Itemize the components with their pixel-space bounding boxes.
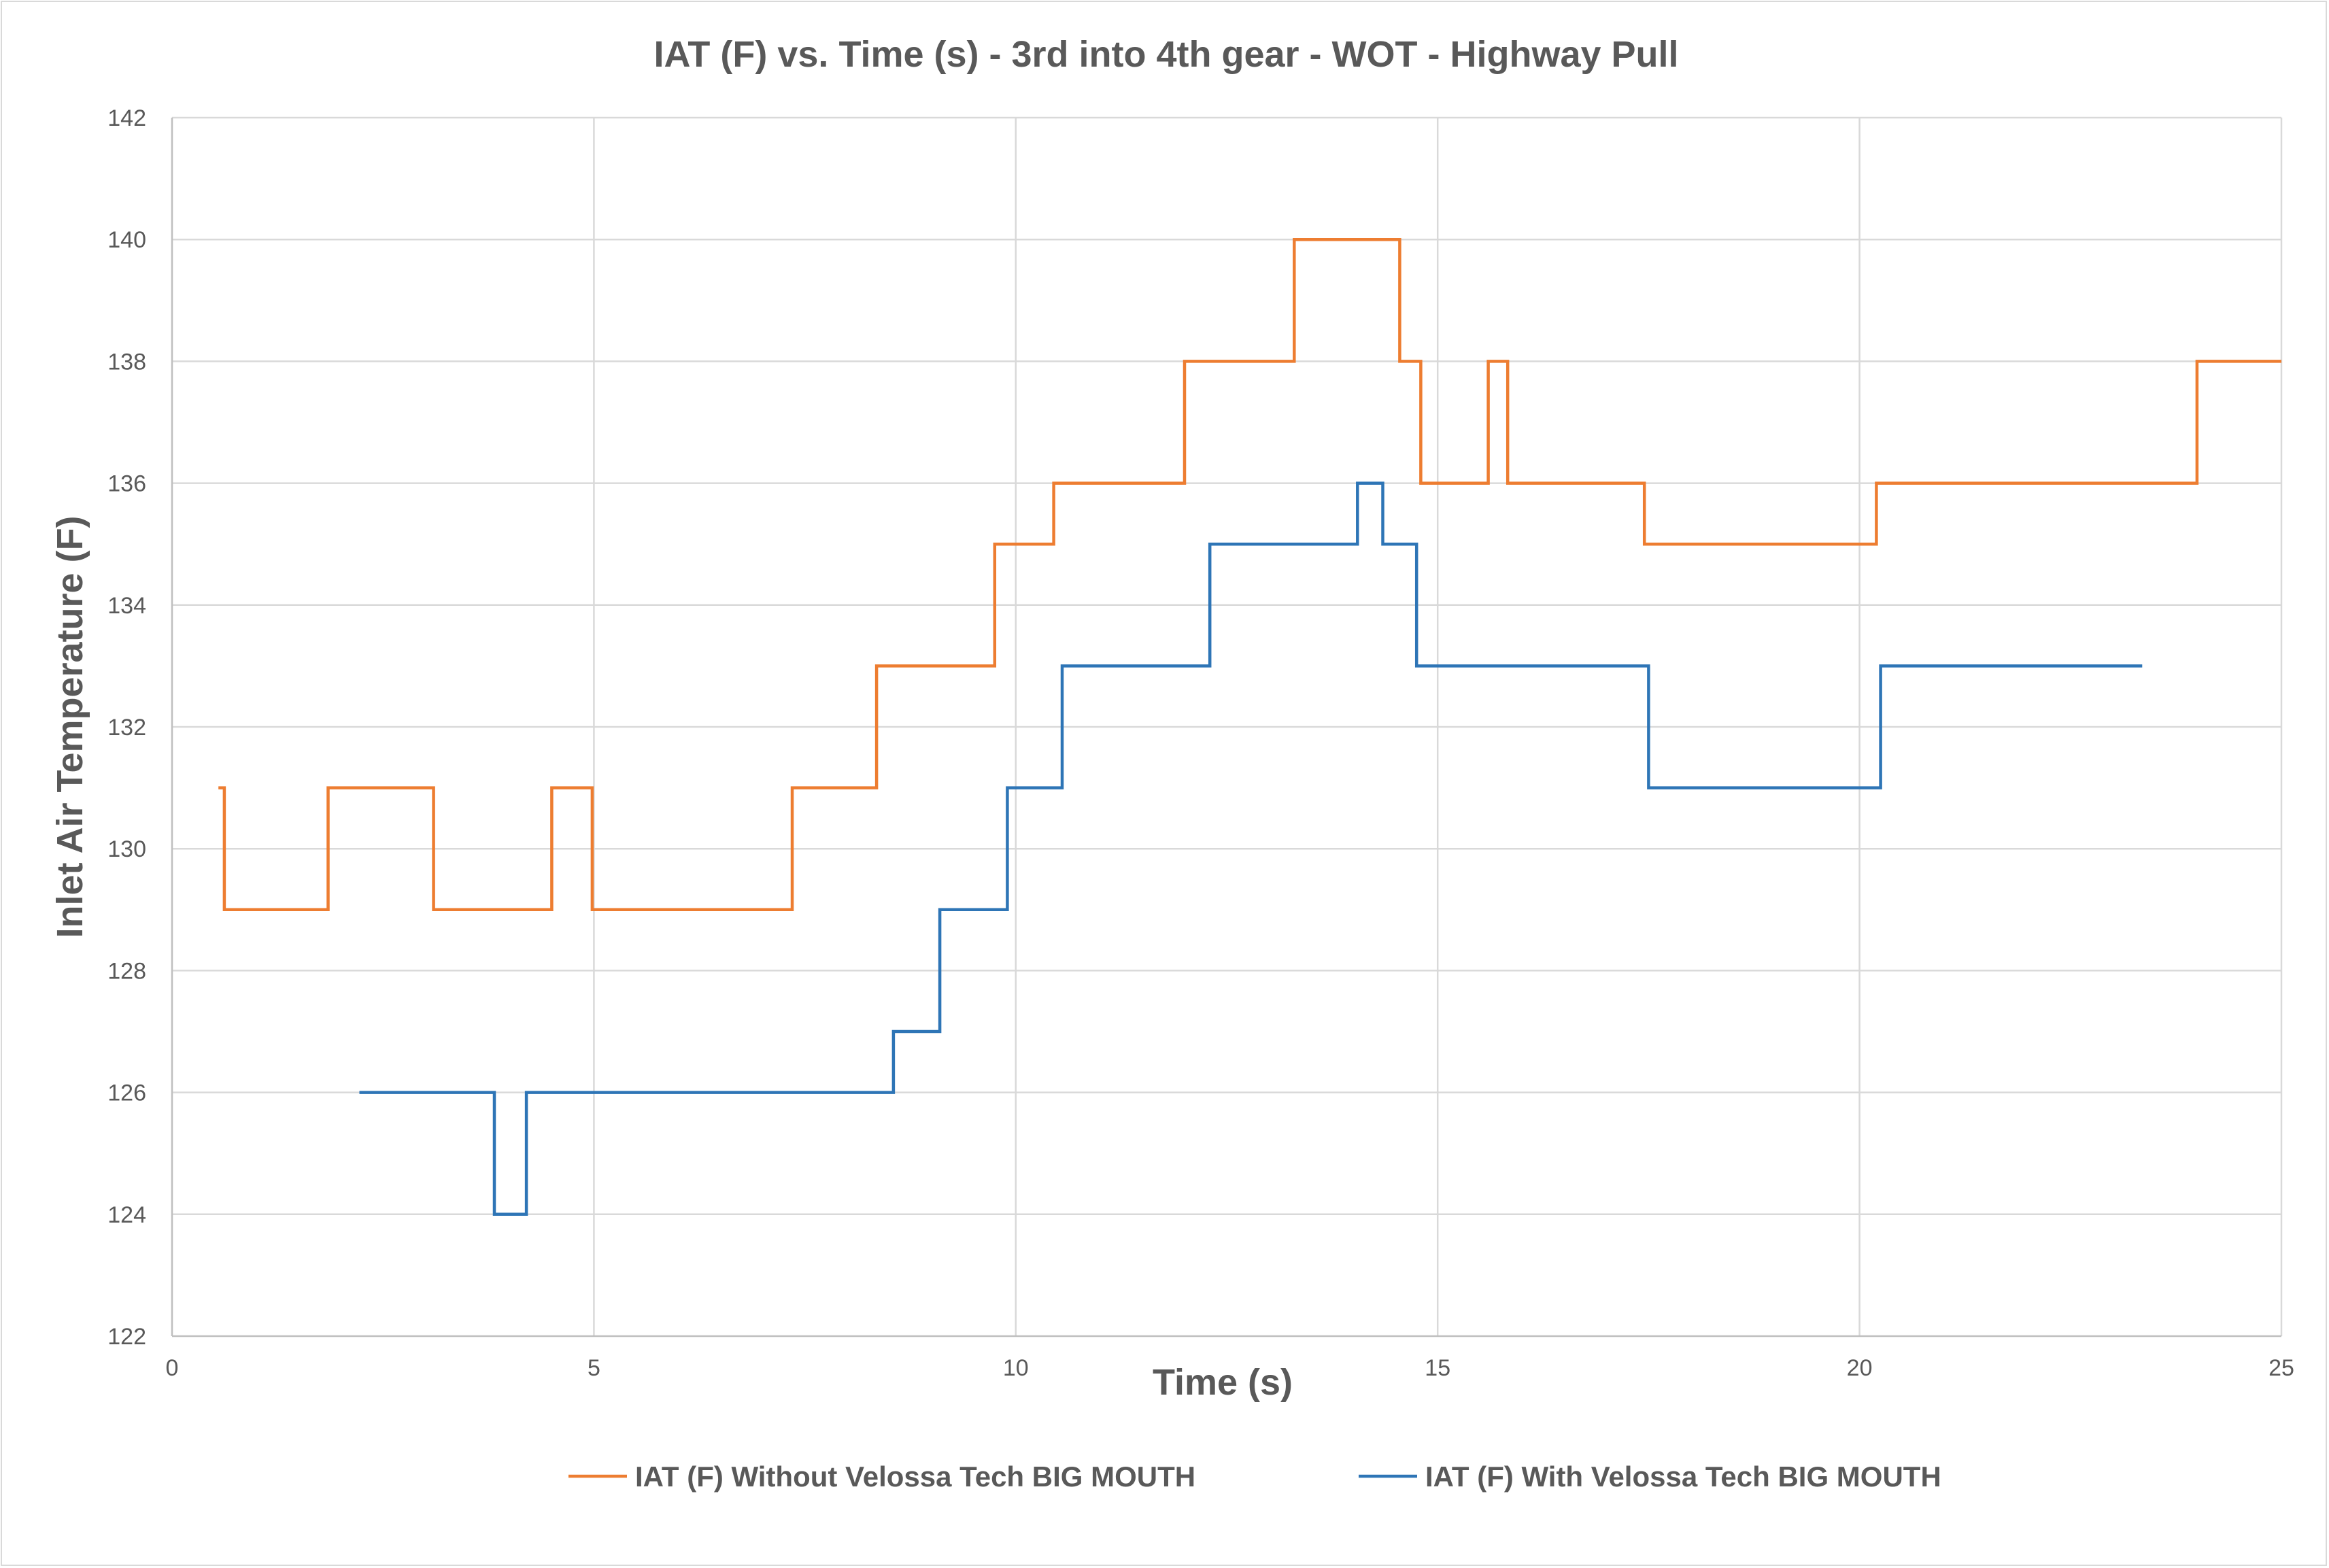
x-tick-label: 10 <box>1003 1355 1029 1381</box>
x-tick-label: 5 <box>588 1355 600 1381</box>
y-tick-label: 142 <box>107 105 146 131</box>
x-tick-label: 15 <box>1425 1355 1450 1381</box>
y-tick-label: 122 <box>107 1324 146 1350</box>
series-line-1 <box>218 237 2281 912</box>
y-axis-title: Inlet Air Temperature (F) <box>50 515 90 938</box>
series-line-2 <box>359 481 2143 1216</box>
x-tick-label: 25 <box>2268 1355 2294 1381</box>
chart-title: IAT (F) vs. Time (s) - 3rd into 4th gear… <box>653 34 1678 75</box>
series-lines <box>218 237 2281 1216</box>
y-tick-label: 134 <box>107 593 146 619</box>
y-tick-label: 130 <box>107 836 146 862</box>
y-tick-label: 132 <box>107 715 146 740</box>
y-tick-label: 136 <box>107 471 146 497</box>
y-tick-label: 126 <box>107 1080 146 1106</box>
x-tick-label: 20 <box>1847 1355 1873 1381</box>
x-tick-label: 0 <box>166 1355 179 1381</box>
y-tick-label: 128 <box>107 958 146 984</box>
x-axis-title: Time (s) <box>1153 1362 1293 1403</box>
y-tick-label: 138 <box>107 349 146 375</box>
legend-label-1: IAT (F) Without Velossa Tech BIG MOUTH <box>635 1461 1195 1493</box>
legend: IAT (F) Without Velossa Tech BIG MOUTH IA… <box>568 1461 1941 1493</box>
gridlines <box>172 116 2283 1336</box>
y-tick-label: 140 <box>107 227 146 253</box>
legend-label-2: IAT (F) With Velossa Tech BIG MOUTH <box>1425 1461 1941 1493</box>
y-tick-label: 124 <box>107 1202 146 1228</box>
axes: 122 124 126 128 130 132 134 136 138 140 142 0 5 10 15 2… <box>107 105 2294 1381</box>
